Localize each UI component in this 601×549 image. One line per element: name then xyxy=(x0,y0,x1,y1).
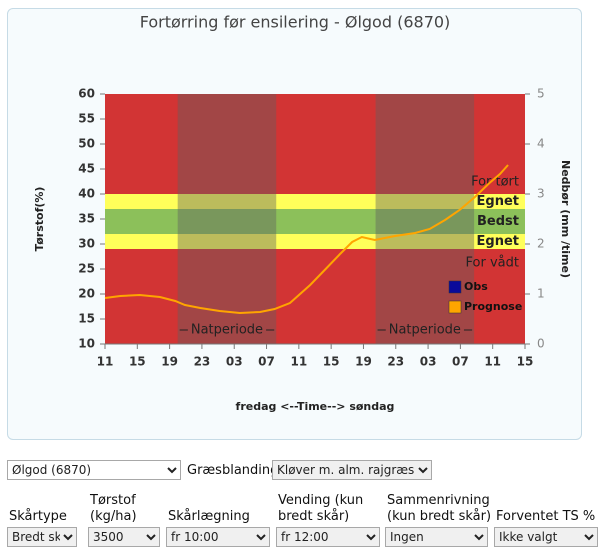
y-tick-label: 25 xyxy=(78,262,95,276)
zone-label: For tørt xyxy=(471,175,519,190)
field-label: Forventet TS % xyxy=(496,509,596,524)
y-tick-label: 10 xyxy=(78,337,95,351)
y-tick-label: 30 xyxy=(78,237,95,251)
location-select[interactable]: Ølgod (6870) xyxy=(7,460,181,480)
field-select[interactable]: 3500 xyxy=(88,527,160,547)
field-select[interactable]: Ikke valgt xyxy=(494,527,598,547)
zone-label: For vådt xyxy=(466,256,519,271)
night-label: Natperiode xyxy=(389,323,461,338)
x-tick-label: 19 xyxy=(355,355,372,369)
legend-label: Obs xyxy=(464,280,488,293)
x-tick-label: 15 xyxy=(323,355,340,369)
zone-label: Egnet xyxy=(477,234,519,249)
y-tick-label: 45 xyxy=(78,162,95,176)
zone-label: Egnet xyxy=(477,194,519,209)
x-tick-label: 23 xyxy=(194,355,211,369)
field-select[interactable]: fr 10:00 xyxy=(166,527,270,547)
field-label: Skårtype xyxy=(9,509,67,524)
legend-swatch xyxy=(448,280,462,294)
y-tick-label: 20 xyxy=(78,287,95,301)
y2-tick-label: 2 xyxy=(537,237,545,251)
night-period xyxy=(177,94,277,344)
legend-swatch xyxy=(448,300,462,314)
zone-band xyxy=(105,194,525,209)
y-tick-label: 15 xyxy=(78,312,95,326)
field-label: Sammenrivning (kun bredt skår) xyxy=(387,493,492,524)
field-select[interactable]: fr 12:00 xyxy=(276,527,380,547)
field-label: Vending (kun bredt skår) xyxy=(278,493,364,524)
x-tick-label: 11 xyxy=(97,355,114,369)
x-tick-label: 11 xyxy=(484,355,501,369)
y2-tick-label: 1 xyxy=(537,287,545,301)
x-axis-title: fredag <--Time--> søndag xyxy=(236,400,395,413)
chart: Fortørring før ensilering - Ølgod (6870)… xyxy=(33,13,572,414)
y2-tick-label: 0 xyxy=(537,337,545,351)
night-label: Natperiode xyxy=(191,323,263,338)
y2-axis-title: Nedbør (mm /time) xyxy=(559,160,572,278)
x-tick-label: 03 xyxy=(420,355,437,369)
y2-tick-label: 5 xyxy=(537,87,545,101)
x-tick-label: 07 xyxy=(258,355,275,369)
x-tick-label: 03 xyxy=(226,355,243,369)
y-tick-label: 35 xyxy=(78,212,95,226)
y-tick-label: 40 xyxy=(78,187,95,201)
x-tick-label: 11 xyxy=(290,355,307,369)
chart-title: Fortørring før ensilering - Ølgod (6870) xyxy=(140,13,451,32)
legend-label: Prognose xyxy=(464,300,522,313)
zone-band xyxy=(105,94,525,194)
series-line xyxy=(104,164,509,315)
y2-tick-label: 4 xyxy=(537,137,545,151)
field-label: Tørstof (kg/ha) xyxy=(90,493,137,524)
x-tick-label: 23 xyxy=(387,355,404,369)
grass-label: Græsblanding xyxy=(187,463,279,478)
zone-label: Bedst xyxy=(477,214,519,229)
grass-select[interactable]: Kløver m. alm. rajgræs (2 xyxy=(272,460,432,480)
y-tick-label: 50 xyxy=(78,137,95,151)
x-tick-label: 15 xyxy=(129,355,146,369)
y2-tick-label: 3 xyxy=(537,187,545,201)
y-axis-title: Tørstof(%) xyxy=(33,187,46,252)
y-tick-label: 60 xyxy=(78,87,95,101)
y-tick-label: 55 xyxy=(78,112,95,126)
field-label: Skårlægning xyxy=(168,509,250,524)
x-tick-label: 07 xyxy=(452,355,469,369)
x-tick-label: 19 xyxy=(161,355,178,369)
zone-band xyxy=(105,249,525,344)
field-select[interactable]: Bredt skå xyxy=(7,527,77,547)
x-tick-label: 15 xyxy=(517,355,534,369)
field-select[interactable]: Ingen xyxy=(385,527,488,547)
zone-band xyxy=(105,234,525,249)
